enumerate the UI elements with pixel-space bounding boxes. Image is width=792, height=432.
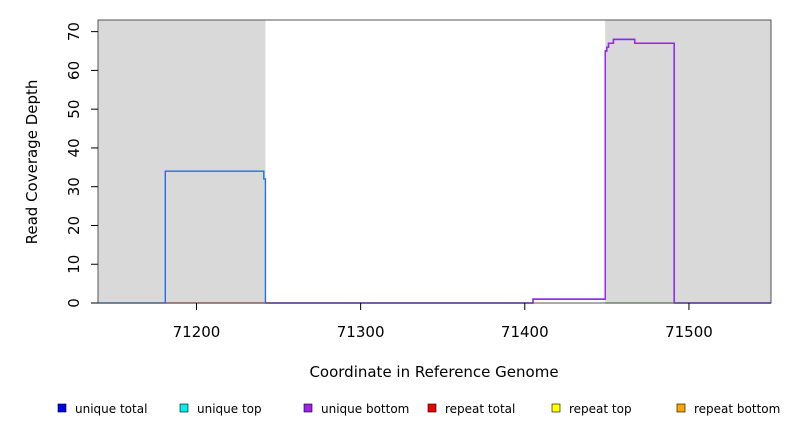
y-tick-label: 60: [65, 61, 83, 80]
legend-label-repeat-top: repeat top: [569, 402, 632, 416]
shaded-regions: [98, 20, 771, 303]
legend-swatch-repeat-bottom: [676, 403, 686, 413]
y-tick-label: 20: [65, 216, 83, 235]
series-line-unique-bottom: [265, 38, 771, 304]
plot-frame: [97, 19, 772, 304]
legend-label-unique-bottom: unique bottom: [321, 402, 409, 416]
y-axis-label: Read Coverage Depth: [23, 80, 41, 245]
legend-swatch-repeat-total: [427, 403, 437, 413]
legend-label-repeat-total: repeat total: [445, 402, 515, 416]
legend-swatch-unique-bottom: [303, 403, 313, 413]
y-tick-label: 0: [65, 298, 83, 308]
x-tick-label: 71400: [501, 323, 549, 341]
x-tick-label: 71200: [173, 323, 221, 341]
legend-swatch-unique-total: [57, 403, 67, 413]
x-tick-label: 71500: [665, 323, 713, 341]
x-tick-label: 71300: [337, 323, 385, 341]
legend-label-repeat-bottom: repeat bottom: [694, 402, 780, 416]
y-tick-label: 70: [65, 22, 83, 41]
y-tick-label: 10: [65, 255, 83, 274]
shaded-region-2: [605, 20, 771, 303]
legend: unique total unique top unique bottom repea…: [57, 402, 780, 416]
legend-label-unique-total: unique total: [75, 402, 147, 416]
shaded-region-1: [98, 20, 266, 303]
y-tick-label: 40: [65, 138, 83, 157]
legend-label-unique-top: unique top: [197, 402, 262, 416]
legend-swatch-repeat-top: [551, 403, 561, 413]
x-axis-label: Coordinate in Reference Genome: [309, 363, 558, 381]
legend-swatch-unique-top: [179, 403, 189, 413]
axes: 71200 71300 71400 71500 0 10 20 30 40 50 60 70: [65, 22, 713, 341]
y-tick-label: 50: [65, 100, 83, 119]
y-tick-label: 30: [65, 177, 83, 196]
